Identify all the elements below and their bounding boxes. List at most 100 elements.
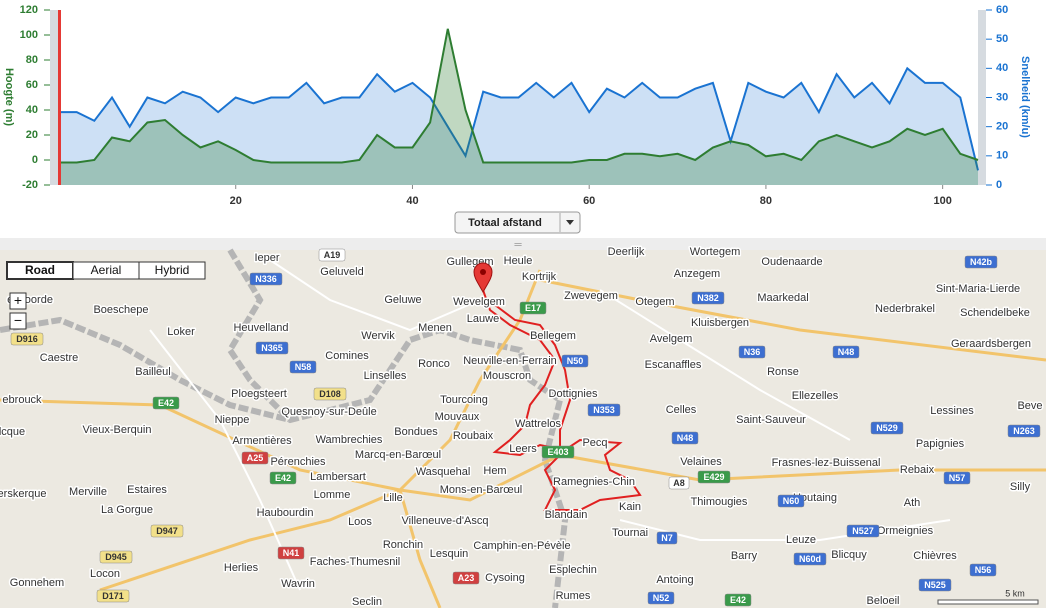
splitter[interactable] [0,238,1046,250]
place-label: Bondues [394,426,438,438]
dropdown-box[interactable] [454,211,581,234]
place-label: Roubaix [453,430,494,442]
dropdown-label[interactable]: Totaal afstand [468,217,542,229]
place-label: Nederbrakel [875,303,935,315]
series-line [59,66,979,171]
road-badge [452,571,480,585]
place-label: Caestre [40,352,79,364]
road-badge-label: N57 [949,473,966,483]
country-border [0,316,569,608]
place-label: Barry [731,550,758,562]
area-fill [59,68,978,185]
place-label: Tournai [612,527,648,539]
road-badge-label: E42 [158,398,174,408]
route [482,289,642,511]
road-badge [313,387,347,401]
map-type-button[interactable] [138,261,206,280]
place-label: Lesquin [430,548,469,560]
road-badge [969,563,997,577]
place-label: Wevelgem [453,296,505,308]
road-badge-label: N52 [653,593,670,603]
road-badge [561,354,589,368]
map-type-label[interactable]: Hybrid [155,263,190,277]
place-label: Marcq-en-Barœul [355,449,441,461]
y2-tick-label: 0 [996,179,1002,191]
series-line [59,28,979,164]
road-badge-label: N56 [975,565,992,575]
map-type-label[interactable]: Aerial [91,263,122,277]
road-badge-label: E42 [275,473,291,483]
x-tick-label: 80 [760,195,772,207]
place-label: Faches-Thumesnil [310,556,400,568]
place-label: Estaires [127,484,167,496]
place-label: Wambrechies [316,434,383,446]
zoom-button[interactable] [9,292,27,310]
x-tick-label: 40 [406,195,418,207]
place-label: Camphin-en-Pévèle [473,540,570,552]
place-label: Wavrin [281,578,315,590]
place-label: Beloeil [866,595,899,607]
zoom-label[interactable]: − [14,312,22,328]
road-badge [918,578,952,592]
zoom-label[interactable]: + [14,292,22,308]
place-label: Otegem [635,296,674,308]
y-tick-label: 120 [20,4,38,16]
place-label: ebrouck [2,394,42,406]
place-label: Wervik [361,330,395,342]
dropdown-arrow[interactable] [566,220,574,225]
x-tick-label: 60 [583,195,595,207]
place-label: Sint-Maria-Lierde [936,283,1020,295]
road-badge [832,345,860,359]
place-label: Boeschepe [93,304,148,316]
place-label: Chièvres [913,550,957,562]
place-label: Pérenchies [270,456,326,468]
place-label: Bailleul [135,366,170,378]
road-badge [541,445,575,459]
place-label: Heule [504,255,533,267]
road-badge-label: A23 [458,573,475,583]
route-start-marker[interactable] [473,262,493,293]
map-type-label[interactable]: Road [25,263,55,277]
road-badge-label: N525 [924,580,946,590]
zoom-button[interactable] [9,312,27,330]
y-tick-label: 60 [26,79,38,91]
marker-dot [480,269,486,275]
road-badge [96,589,130,603]
place-label: Locon [90,568,120,580]
place-label: Rumes [556,590,591,602]
place-label: Villeneuve-d'Ascq [402,515,489,527]
plot-area [59,28,979,185]
y-tick-label: 0 [32,154,38,166]
place-label: Pecq [582,437,607,449]
place-label: Papignies [916,438,965,450]
place-label: Deerlijk [608,246,645,258]
road-badge-label: N41 [283,548,300,558]
place-label: Esplechin [549,564,597,576]
road-badge-label: A8 [673,478,685,488]
place-label: Vieux-Berquin [83,424,152,436]
position-cursor[interactable] [58,10,61,185]
country-border [226,248,293,423]
place-label: Kain [619,501,641,513]
x-tick-label: 20 [230,195,242,207]
road-badge-label: N527 [852,526,874,536]
place-label: Beve [1017,400,1042,412]
place-label: Oudenaarde [761,256,822,268]
place-label: Ploegsteert [231,388,287,400]
scale-label: 5 km [1005,588,1025,598]
road-badge [697,470,731,484]
place-label: Linselles [364,370,407,382]
place-label: Saint-Sauveur [736,414,806,426]
dropdown[interactable]: Totaal afstand [454,211,581,234]
place-label: Loker [167,326,195,338]
road-badge-label: A19 [324,250,341,260]
road-badge-label: N48 [677,433,694,443]
y2-tick-label: 40 [996,62,1008,74]
road-badge-label: A25 [247,453,264,463]
place-label: Lille [383,492,403,504]
place-label: Ramegnies-Chin [553,476,635,488]
road-badge [964,255,998,269]
